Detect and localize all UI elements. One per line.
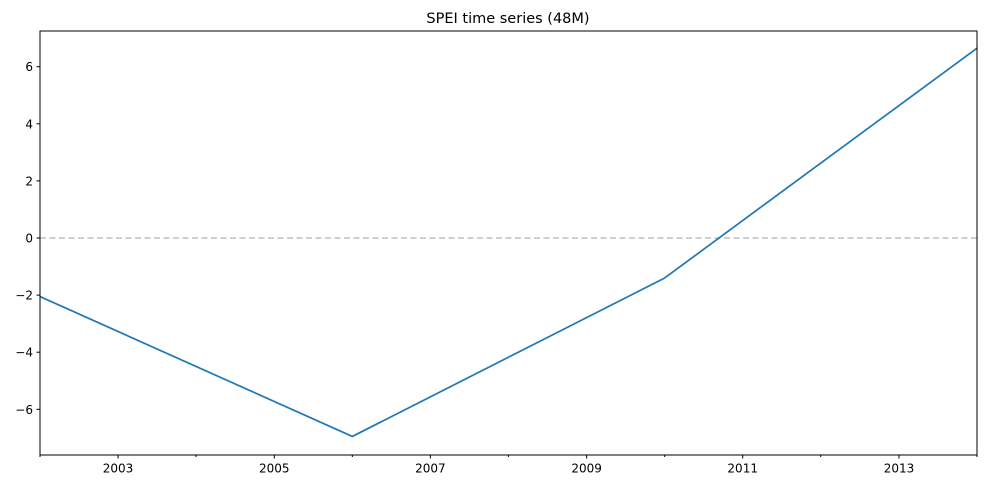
series-line-0 <box>39 47 978 438</box>
x-tick-label: 2005 <box>259 462 290 476</box>
x-tick-label: 2003 <box>103 462 134 476</box>
y-tick-label: 0 <box>25 232 33 246</box>
chart-title: SPEI time series (48M) <box>426 11 589 27</box>
y-tick-label: 2 <box>25 174 33 188</box>
x-tick-label: 2011 <box>727 462 758 476</box>
x-tick-label: 2009 <box>571 462 602 476</box>
axes-frame <box>39 30 978 456</box>
x-tick-label: 2007 <box>415 462 446 476</box>
y-tick-label: 6 <box>25 60 33 74</box>
x-tick-label: 2013 <box>884 462 915 476</box>
y-tick-label: −2 <box>15 289 33 303</box>
y-tick-label: −6 <box>15 403 33 417</box>
plot-area: −6 −4 −2 0 2 4 6 2003 2005 2007 2009 2011 2013 <box>15 30 978 476</box>
y-tick-label: 4 <box>25 117 33 131</box>
y-tick-label: −4 <box>15 346 33 360</box>
